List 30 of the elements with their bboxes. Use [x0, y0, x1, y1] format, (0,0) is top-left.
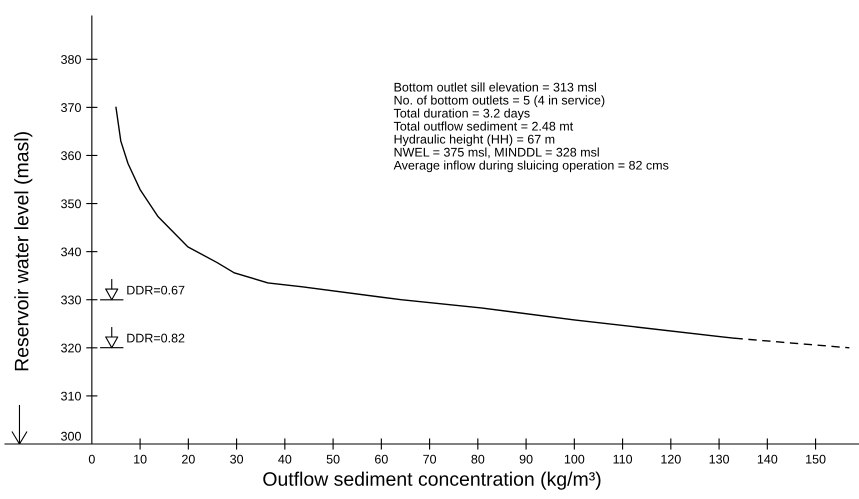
annotation: DDR=0.67 — [127, 286, 184, 295]
x-tick-label: 50 — [326, 454, 340, 464]
x-tick-label: 120 — [661, 454, 681, 464]
x-tick-label: 40 — [278, 454, 292, 464]
annotation: DDR=0.82 — [127, 334, 184, 342]
x-tick-label: 140 — [758, 454, 778, 464]
x-tick-label: 100 — [564, 454, 584, 464]
annotation: Bottom outlet sill elevation = 313 msl No. of bottom outlets = 5 (4 in service) Total duration = 3.2 days Total outflow sediment = 2.48 mt Hydraulic height (HH) = 67 m NWEL = 375 msl, MINDDL = 328 msl Average inflow during sluicing operation = 82 cms — [394, 82, 668, 172]
x-tick-label: 70 — [423, 454, 436, 464]
y-axis-title: Reservoir water level (masl) — [14, 132, 32, 370]
y-tick-label: 340 — [61, 247, 81, 256]
x-axis-title: Outflow sediment concentration (kg/m³) — [263, 472, 600, 490]
y-tick-label: 370 — [61, 103, 81, 112]
x-tick-label: 90 — [520, 454, 533, 464]
x-tick-label: 30 — [230, 454, 244, 464]
y-tick-label: 360 — [61, 151, 81, 160]
y-tick-label: 350 — [61, 199, 81, 208]
x-tick-label: 60 — [375, 454, 388, 464]
y-tick-label: 320 — [61, 344, 81, 352]
x-tick-label: 150 — [806, 454, 826, 464]
y-tick-label: 330 — [61, 296, 81, 304]
x-tick-label: 130 — [710, 454, 730, 464]
y-tick-label: 380 — [61, 55, 81, 64]
x-tick-label: 80 — [471, 454, 484, 464]
x-tick-label: 10 — [134, 454, 147, 464]
x-tick-label: 0 — [88, 454, 95, 464]
y-tick-label: 300 — [61, 432, 81, 441]
y-tick-label: 310 — [61, 392, 81, 401]
x-tick-label: 20 — [182, 454, 195, 464]
x-tick-label: 110 — [614, 454, 632, 464]
